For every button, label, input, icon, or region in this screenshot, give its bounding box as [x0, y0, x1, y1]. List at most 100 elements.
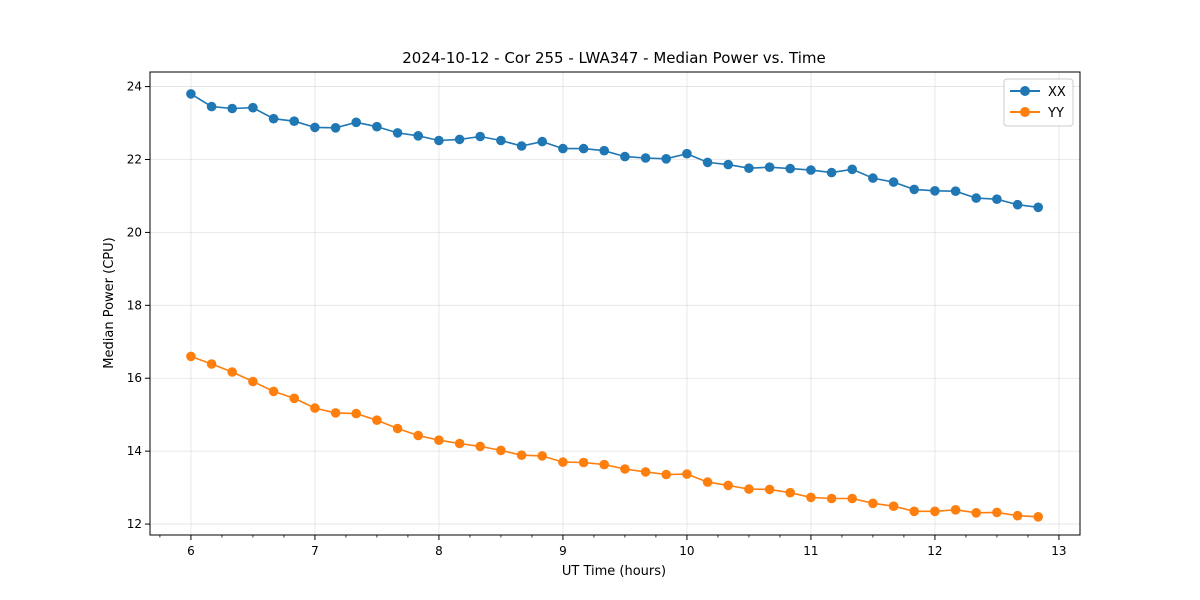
legend-marker-xx — [1020, 86, 1030, 96]
data-point-yy — [682, 469, 692, 479]
data-point-xx — [682, 148, 692, 159]
data-point-xx — [413, 131, 424, 141]
x-tick-label-11: 11 — [803, 544, 818, 558]
data-point-yy — [372, 415, 382, 426]
x-tick-label-9: 9 — [559, 544, 567, 558]
data-point-yy — [392, 423, 403, 434]
data-point-xx — [1012, 199, 1023, 210]
data-point-xx — [909, 184, 919, 195]
data-point-xx — [578, 143, 589, 154]
y-tick-label-16: 16 — [127, 371, 142, 385]
data-point-yy — [206, 359, 217, 369]
data-point-xx — [744, 163, 754, 173]
data-point-yy — [1012, 510, 1023, 521]
data-point-xx — [227, 103, 237, 114]
data-point-yy — [454, 438, 465, 449]
data-point-xx — [723, 159, 733, 170]
data-point-yy — [599, 459, 609, 470]
data-point-xx — [992, 194, 1002, 204]
data-point-yy — [537, 451, 547, 461]
series-layer — [186, 89, 1043, 522]
data-point-xx — [558, 143, 568, 154]
grid — [150, 72, 1080, 535]
x-tick-label-8: 8 — [435, 544, 443, 558]
data-point-yy — [723, 480, 733, 491]
data-point-yy — [310, 403, 320, 413]
data-point-yy — [475, 441, 486, 452]
data-point-yy — [826, 493, 837, 504]
y-axis-label: Median Power (CPU) — [102, 237, 117, 368]
legend-label-yy: YY — [1047, 106, 1064, 121]
data-point-xx — [268, 113, 279, 124]
y-axis: 12 14 16 18 20 22 24 — [127, 80, 150, 531]
data-point-xx — [888, 177, 899, 187]
data-point-xx — [1033, 202, 1043, 213]
data-point-yy — [578, 457, 589, 468]
x-tick-label-7: 7 — [311, 544, 319, 558]
data-point-yy — [640, 467, 651, 477]
x-tick-label-13: 13 — [1051, 544, 1066, 558]
x-axis: 6 7 8 9 10 11 12 13 — [159, 535, 1067, 558]
data-point-xx — [206, 101, 217, 112]
data-point-yy — [847, 493, 857, 504]
data-point-yy — [330, 408, 341, 418]
data-point-xx — [620, 151, 630, 162]
data-point-yy — [496, 445, 506, 456]
data-point-yy — [289, 393, 300, 404]
data-point-yy — [227, 367, 237, 377]
data-point-xx — [930, 186, 940, 196]
data-point-xx — [434, 135, 444, 146]
data-point-xx — [496, 135, 506, 146]
data-point-xx — [516, 141, 527, 151]
data-point-xx — [310, 122, 320, 133]
data-point-xx — [950, 186, 961, 196]
data-point-xx — [868, 173, 878, 183]
data-point-xx — [806, 165, 816, 175]
data-point-yy — [661, 469, 671, 480]
data-point-xx — [702, 157, 713, 168]
plot-frame — [149, 71, 1081, 536]
data-point-xx — [785, 163, 795, 174]
data-point-xx — [847, 164, 857, 175]
y-tick-label-22: 22 — [127, 152, 142, 166]
x-tick-label-10: 10 — [679, 544, 694, 558]
legend: XX YY — [1003, 78, 1074, 127]
data-point-xx — [661, 154, 671, 164]
data-point-xx — [971, 193, 981, 203]
data-point-yy — [744, 484, 754, 494]
data-point-yy — [909, 506, 919, 517]
data-point-yy — [806, 492, 816, 503]
data-point-yy — [248, 376, 258, 387]
data-point-xx — [392, 128, 403, 138]
y-tick-label-14: 14 — [127, 444, 142, 458]
data-point-xx — [351, 117, 362, 128]
chart-title: 2024-10-12 - Cor 255 - LWA347 - Median P… — [402, 49, 826, 67]
data-point-xx — [640, 153, 651, 163]
legend-marker-yy — [1020, 107, 1030, 117]
data-point-yy — [268, 386, 279, 397]
data-point-yy — [413, 430, 424, 441]
data-point-yy — [868, 498, 878, 509]
data-point-yy — [950, 505, 961, 515]
data-point-xx — [599, 145, 609, 156]
data-point-yy — [992, 507, 1002, 518]
data-point-yy — [516, 450, 527, 461]
data-point-yy — [1033, 512, 1043, 522]
data-point-yy — [930, 506, 940, 517]
data-point-yy — [764, 484, 775, 495]
series-xx — [186, 89, 1043, 213]
data-point-xx — [289, 116, 300, 126]
data-point-yy — [558, 457, 568, 467]
y-tick-label-18: 18 — [127, 298, 142, 312]
data-point-yy — [620, 464, 630, 474]
data-point-xx — [330, 123, 341, 133]
data-point-yy — [702, 477, 713, 487]
x-tick-label-12: 12 — [927, 544, 942, 558]
data-point-yy — [434, 435, 444, 446]
y-tick-label-20: 20 — [127, 225, 142, 239]
x-axis-label: UT Time (hours) — [562, 564, 666, 579]
data-point-xx — [186, 89, 196, 99]
data-point-yy — [971, 508, 981, 518]
data-point-xx — [537, 136, 547, 147]
data-point-yy — [186, 351, 196, 362]
